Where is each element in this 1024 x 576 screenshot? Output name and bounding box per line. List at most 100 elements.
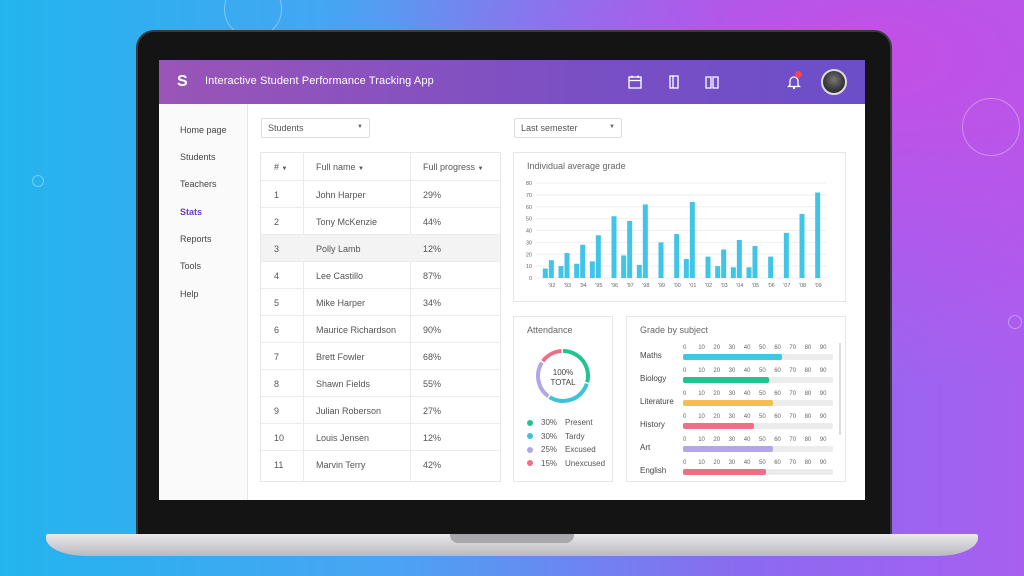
sidebar-item-teachers[interactable]: Teachers — [180, 179, 217, 189]
x-tick-label: 90 — [819, 460, 827, 466]
table-row[interactable]: 6 Maurice Richardson 90% — [261, 315, 500, 342]
grade-bar[interactable] — [783, 232, 789, 278]
subject-label: Biology — [640, 374, 667, 383]
group-select-value: Students — [268, 123, 304, 133]
column-header-progress[interactable]: Full progress ▼ — [423, 153, 484, 180]
table-row[interactable]: 9 Julian Roberson 27% — [261, 396, 500, 423]
y-tick-label: 40 — [526, 229, 532, 235]
attendance-slice[interactable] — [541, 349, 562, 363]
sidebar-item-tools[interactable]: Tools — [180, 261, 202, 271]
grade-bar[interactable] — [736, 240, 742, 278]
x-tick-label: '98 — [642, 283, 649, 289]
column-header-number[interactable]: # ▼ — [274, 153, 287, 180]
grade-bar[interactable] — [627, 221, 633, 278]
attendance-slice[interactable] — [548, 382, 589, 403]
row-number: 8 — [274, 379, 280, 389]
period-select[interactable]: Last semester ▼ — [514, 118, 622, 138]
grade-bar[interactable] — [689, 202, 695, 278]
group-select[interactable]: Students ▼ — [261, 118, 370, 138]
sidebar-item-students[interactable]: Students — [180, 152, 216, 162]
avatar[interactable] — [821, 69, 847, 95]
table-row[interactable]: 11 Marvin Terry 42% — [261, 450, 500, 477]
grade-bar[interactable] — [595, 235, 601, 278]
table-row[interactable]: 3 Polly Lamb 12% — [261, 234, 500, 261]
grade-bar[interactable] — [564, 253, 570, 278]
grade-bar[interactable] — [611, 216, 617, 278]
x-tick-label: 0 — [683, 460, 687, 466]
grade-bar[interactable] — [580, 244, 586, 278]
table-row[interactable]: 8 Shawn Fields 55% — [261, 369, 500, 396]
sidebar-item-home[interactable]: Home page — [180, 125, 227, 135]
subject-grade-bar[interactable] — [683, 423, 754, 429]
grade-bar[interactable] — [558, 266, 564, 278]
grade-bar[interactable] — [715, 266, 721, 278]
legend-value: 15% — [541, 458, 558, 468]
grade-bar[interactable] — [721, 249, 727, 279]
subject-bar-track — [683, 446, 833, 452]
table-row[interactable]: 2 Tony McKenzie 44% — [261, 207, 500, 234]
open-book-icon[interactable] — [704, 74, 720, 90]
grade-bar[interactable] — [752, 245, 758, 278]
sidebar-item-stats[interactable]: Stats — [180, 207, 203, 217]
grade-bar[interactable] — [730, 267, 736, 278]
subject-bar-track — [683, 469, 833, 475]
x-tick-label: 0 — [683, 368, 687, 374]
x-tick-label: 80 — [804, 460, 812, 466]
grade-bar[interactable] — [815, 192, 821, 279]
grade-bar[interactable] — [705, 256, 711, 278]
attendance-slice[interactable] — [562, 349, 590, 383]
book-icon[interactable] — [666, 74, 682, 90]
x-tick-label: 70 — [789, 391, 797, 397]
sort-icon: ▼ — [477, 166, 484, 172]
x-tick-label: 60 — [774, 345, 781, 351]
subject-grade-bar[interactable] — [683, 377, 769, 383]
grade-bar[interactable] — [548, 260, 554, 278]
x-tick-label: 20 — [713, 368, 721, 374]
sidebar-item-reports[interactable]: Reports — [180, 234, 212, 244]
grade-bar[interactable] — [636, 264, 642, 278]
table-row[interactable]: 7 Brett Fowler 68% — [261, 342, 500, 369]
x-tick-label: 40 — [743, 460, 751, 466]
grade-bar[interactable] — [574, 263, 580, 278]
calendar-icon[interactable] — [627, 74, 643, 90]
grade-bar[interactable] — [799, 213, 805, 278]
grade-bar[interactable] — [621, 255, 627, 278]
grade-bar[interactable] — [683, 259, 689, 278]
progress-value: 34% — [423, 298, 442, 308]
sidebar-item-help[interactable]: Help — [180, 289, 199, 299]
legend-dot-icon — [527, 433, 533, 440]
grade-bar[interactable] — [674, 234, 680, 278]
x-tick-label: '04 — [736, 283, 743, 289]
subject-grade-bar[interactable] — [683, 469, 766, 475]
row-number: 9 — [274, 406, 280, 416]
x-tick-label: 10 — [698, 368, 705, 374]
subject-grade-bar[interactable] — [683, 354, 782, 360]
app-logo[interactable]: S — [177, 73, 188, 90]
student-name: Louis Jensen — [316, 433, 370, 443]
row-number: 7 — [274, 352, 280, 362]
progress-value: 42% — [423, 460, 442, 470]
table-row[interactable]: 4 Lee Castillo 87% — [261, 261, 500, 288]
column-header-name[interactable]: Full name ▼ — [316, 153, 364, 180]
grade-bar[interactable] — [589, 261, 595, 278]
table-row[interactable]: 1 John Harper 29% — [261, 180, 500, 207]
table-row[interactable]: 5 Mike Harper 34% — [261, 288, 500, 315]
x-tick-label: '07 — [783, 283, 790, 289]
progress-value: 44% — [423, 217, 442, 227]
grade-bar[interactable] — [542, 268, 548, 279]
x-tick-label: 90 — [819, 437, 827, 443]
row-number: 5 — [274, 298, 280, 308]
x-tick-label: 20 — [713, 345, 721, 351]
subject-grade-bar[interactable] — [683, 400, 773, 406]
table-row[interactable]: 10 Louis Jensen 12% — [261, 423, 500, 450]
chart-scrollbar[interactable] — [839, 343, 841, 435]
row-number: 10 — [274, 433, 285, 443]
y-tick-label: 70 — [526, 193, 532, 199]
subject-grade-bar[interactable] — [683, 446, 773, 452]
grade-bar[interactable] — [642, 204, 648, 278]
grade-bar[interactable] — [768, 256, 774, 278]
grade-bar[interactable] — [658, 242, 664, 278]
grade-bar[interactable] — [746, 267, 752, 278]
attendance-slice[interactable] — [536, 361, 550, 398]
app-title: Interactive Student Performance Tracking… — [205, 75, 434, 87]
